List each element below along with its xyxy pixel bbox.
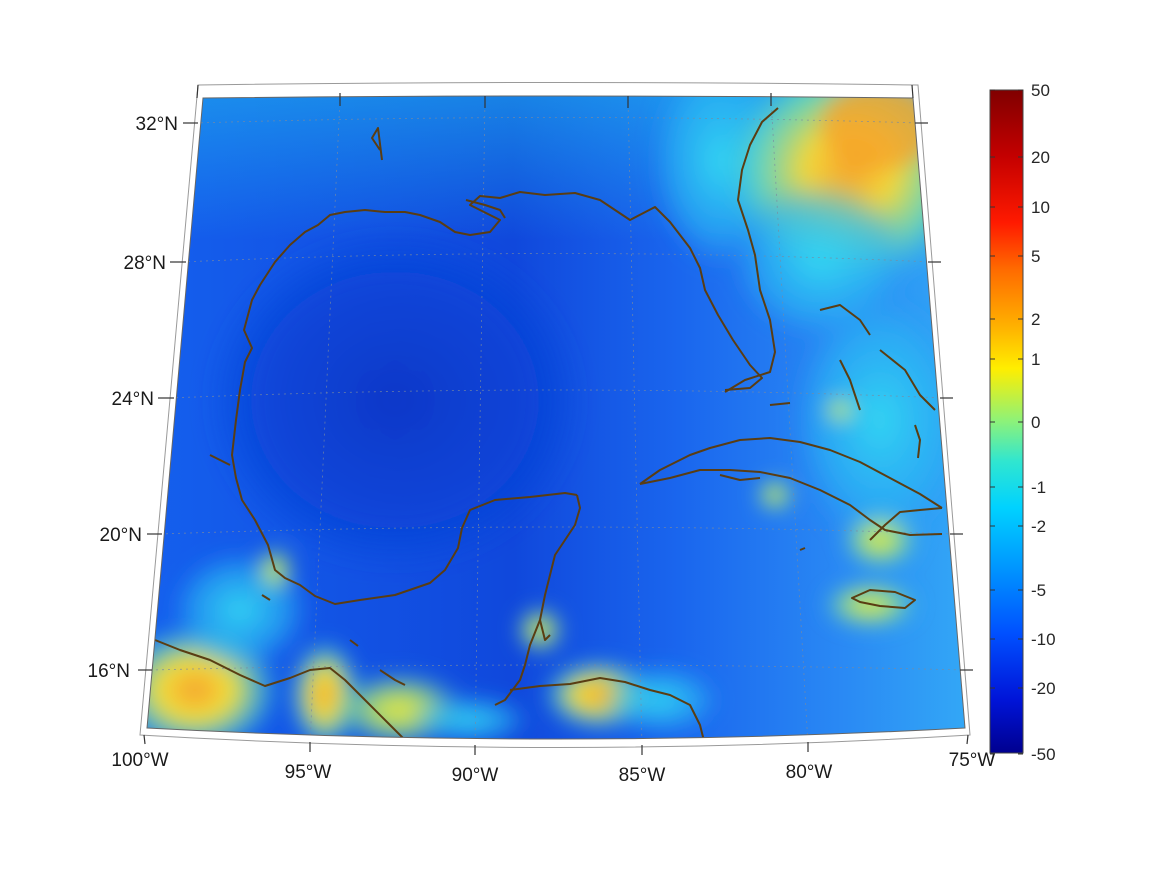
- colorbar-tick-label: -2: [1031, 517, 1046, 536]
- colorbar-tick-label: 1: [1031, 350, 1040, 369]
- lat-label-24n: 24°N: [112, 389, 154, 410]
- lon-label-90w: 90°W: [452, 765, 499, 786]
- lat-tick-labels: 32°N 28°N 24°N 20°N 16°N: [88, 114, 178, 682]
- map-edge: [146, 95, 966, 740]
- lon-label-85w: 85°W: [619, 765, 666, 786]
- lat-label-16n: 16°N: [88, 661, 130, 682]
- lat-label-28n: 28°N: [124, 253, 166, 274]
- lon-label-100w: 100°W: [111, 750, 168, 771]
- coastlines: [154, 107, 943, 739]
- colorbar-tick-label: 5: [1031, 247, 1040, 266]
- map-field: [147, 96, 965, 739]
- colorbar-tick-label: -50: [1031, 745, 1056, 764]
- lat-label-32n: 32°N: [136, 114, 178, 135]
- colorbar-tick-label: 0: [1031, 413, 1040, 432]
- lon-tick-labels: 100°W 95°W 90°W 85°W 80°W 75°W: [111, 750, 995, 786]
- lon-label-95w: 95°W: [285, 762, 332, 783]
- colorbar-tick-label: 2: [1031, 310, 1040, 329]
- colorbar-tick-label: 50: [1031, 81, 1050, 100]
- colorbar-tick-label: -1: [1031, 478, 1046, 497]
- colorbar-tick-label: -10: [1031, 630, 1056, 649]
- colorbar-tick-label: -20: [1031, 679, 1056, 698]
- lon-label-80w: 80°W: [786, 762, 833, 783]
- map-tick-marks: [138, 84, 973, 755]
- graticule: [149, 97, 965, 739]
- colorbar-tick-label: 20: [1031, 148, 1050, 167]
- map-frame: [139, 82, 971, 748]
- lon-label-75w: 75°W: [949, 750, 996, 771]
- colorbar-tick-label: -5: [1031, 581, 1046, 600]
- lat-label-20n: 20°N: [100, 525, 142, 546]
- colorbar-tick-label: 10: [1031, 198, 1050, 217]
- colorbar-gradient: [990, 90, 1023, 753]
